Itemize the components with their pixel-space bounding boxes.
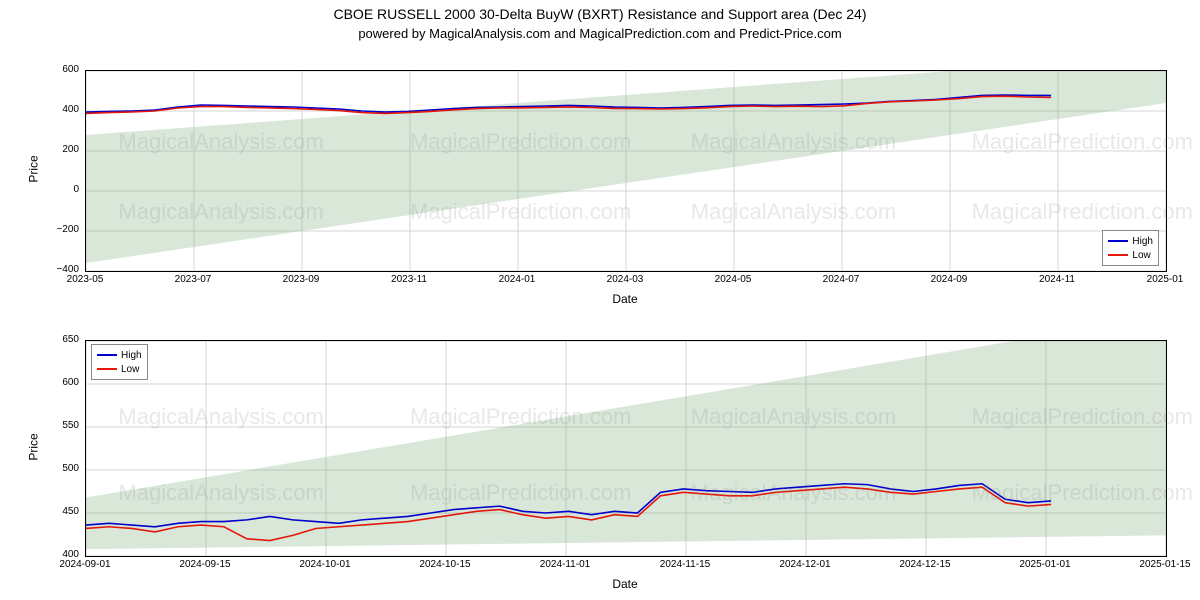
legend-line-high [97,354,117,356]
xtick-label: 2024-12-15 [890,559,960,570]
xtick-label: 2024-11 [1022,274,1092,285]
legend-item-low: Low [1108,248,1153,262]
xtick-label: 2024-01 [482,274,552,285]
legend-label-low: Low [1132,250,1150,261]
xlabel-bottom: Date [85,577,1165,591]
watermark: MagicalAnalysis.com [691,404,896,430]
ylabel-top: Price [27,155,41,182]
watermark: MagicalAnalysis.com [118,199,323,225]
chart-figure: CBOE RUSSELL 2000 30-Delta BuyW (BXRT) R… [0,0,1200,600]
ytick-label: −200 [43,224,79,235]
main-title: CBOE RUSSELL 2000 30-Delta BuyW (BXRT) R… [0,0,1200,22]
xtick-label: 2023-11 [374,274,444,285]
legend-item-low: Low [97,362,142,376]
xtick-label: 2024-12-01 [770,559,840,570]
chart-bottom: MagicalAnalysis.com MagicalPrediction.com… [85,340,1167,557]
xtick-label: 2023-09 [266,274,336,285]
ylabel-bottom: Price [27,433,41,460]
xtick-label: 2024-11-01 [530,559,600,570]
legend-line-high [1108,240,1128,242]
legend-label-high: High [1132,236,1153,247]
ytick-label: 500 [43,463,79,474]
watermark: MagicalPrediction.com [410,404,631,430]
watermark: MagicalAnalysis.com [118,404,323,430]
legend-label-high: High [121,350,142,361]
legend-item-high: High [1108,234,1153,248]
xtick-label: 2024-11-15 [650,559,720,570]
xtick-label: 2024-09-01 [50,559,120,570]
watermark: MagicalAnalysis.com [691,129,896,155]
legend: High Low [1102,230,1159,266]
ytick-label: 0 [43,184,79,195]
watermark: MagicalPrediction.com [410,480,631,506]
ytick-label: 400 [43,104,79,115]
xtick-label: 2025-01 [1130,274,1200,285]
xtick-label: 2023-07 [158,274,228,285]
chart-top: MagicalAnalysis.com MagicalPrediction.com… [85,70,1167,272]
xtick-label: 2024-05 [698,274,768,285]
legend-label-low: Low [121,364,139,375]
watermark: MagicalPrediction.com [972,480,1193,506]
sub-title: powered by MagicalAnalysis.com and Magic… [0,22,1200,41]
xtick-label: 2024-10-01 [290,559,360,570]
ytick-label: 450 [43,506,79,517]
watermark: MagicalAnalysis.com [691,199,896,225]
legend-line-low [97,368,117,370]
legend: High Low [91,344,148,380]
xtick-label: 2024-09-15 [170,559,240,570]
xtick-label: 2024-07 [806,274,876,285]
ytick-label: 650 [43,334,79,345]
xtick-label: 2024-10-15 [410,559,480,570]
legend-item-high: High [97,348,142,362]
watermark: MagicalPrediction.com [972,129,1193,155]
xtick-label: 2023-05 [50,274,120,285]
xtick-label: 2024-09 [914,274,984,285]
watermark: MagicalPrediction.com [972,199,1193,225]
watermark: MagicalAnalysis.com [118,129,323,155]
xtick-label: 2025-01-01 [1010,559,1080,570]
watermark: MagicalPrediction.com [410,199,631,225]
xtick-label: 2024-03 [590,274,660,285]
watermark: MagicalAnalysis.com [691,480,896,506]
xtick-label: 2025-01-15 [1130,559,1200,570]
ytick-label: 600 [43,377,79,388]
watermark: MagicalPrediction.com [972,404,1193,430]
watermark: MagicalAnalysis.com [118,480,323,506]
ytick-label: 200 [43,144,79,155]
xlabel-top: Date [85,292,1165,306]
legend-line-low [1108,254,1128,256]
ytick-label: 550 [43,420,79,431]
ytick-label: 600 [43,64,79,75]
watermark: MagicalPrediction.com [410,129,631,155]
